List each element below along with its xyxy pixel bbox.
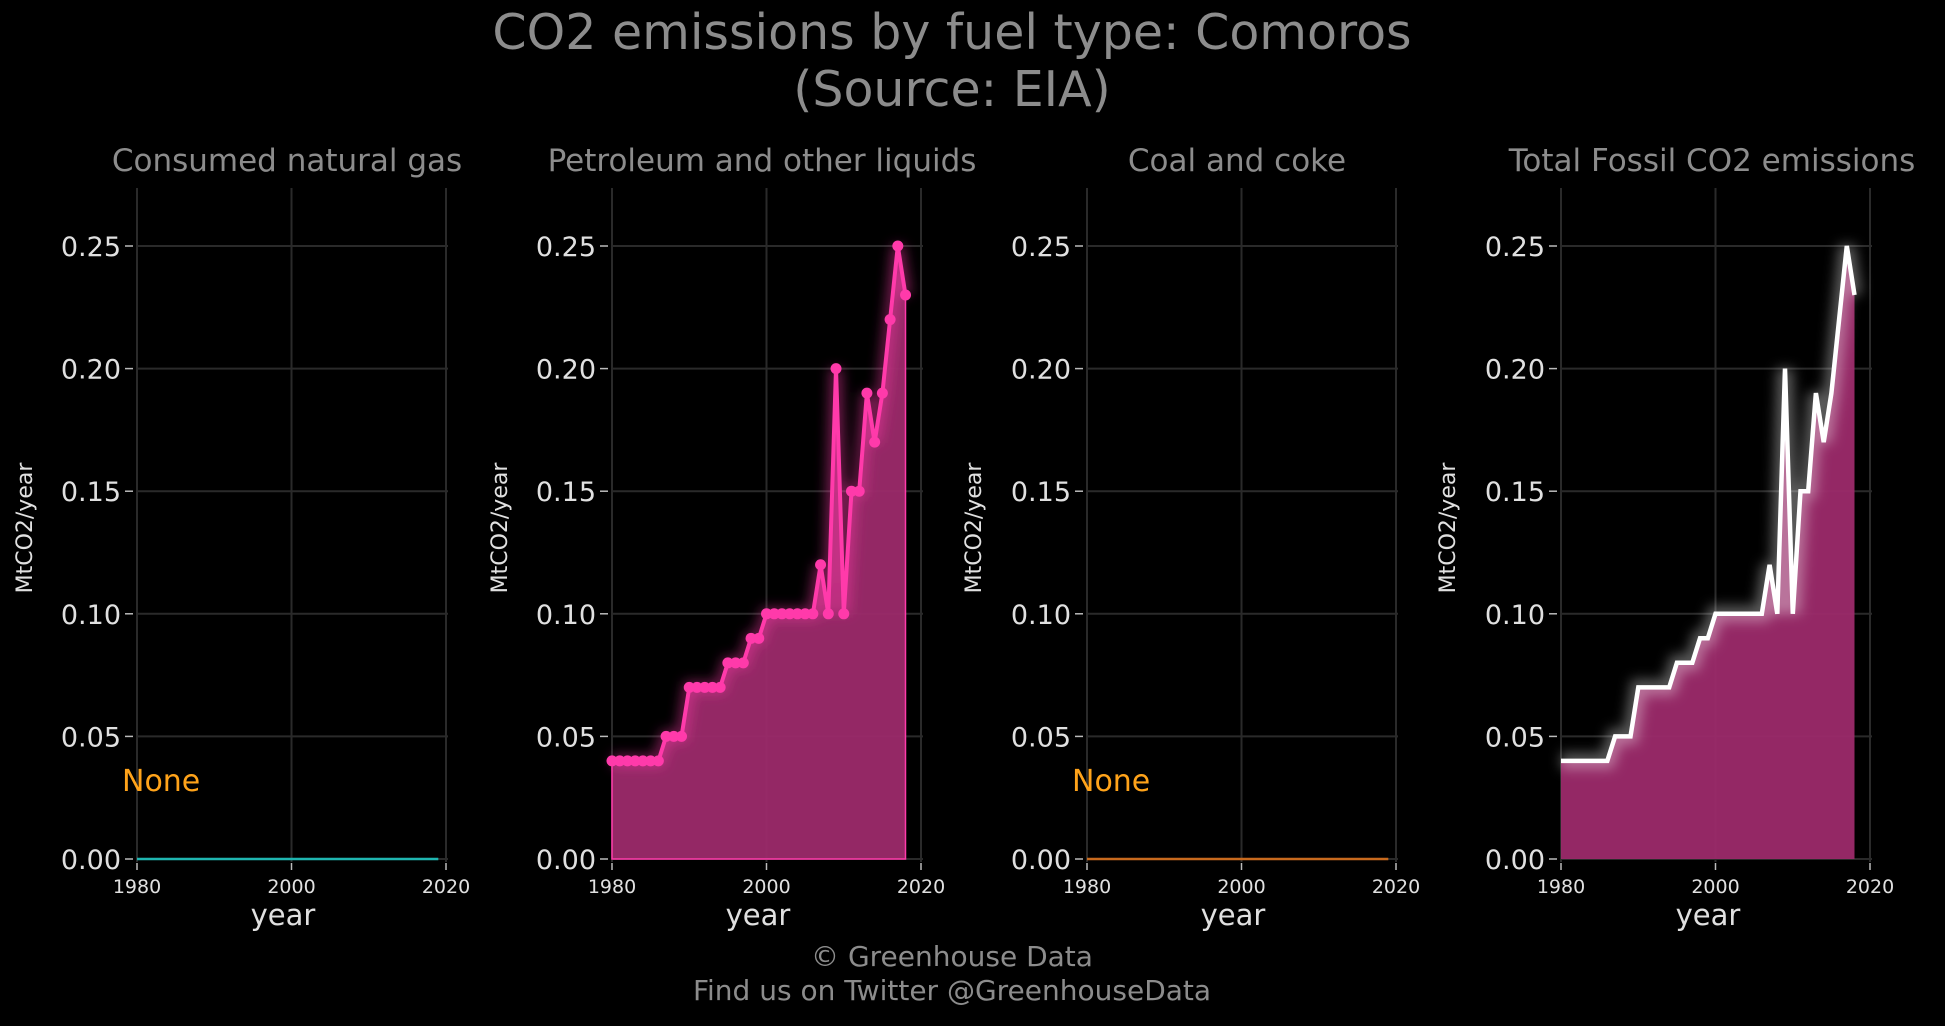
data-point [637, 755, 649, 767]
data-point [753, 632, 765, 644]
footer-copyright: © Greenhouse Data [811, 940, 1093, 973]
y-tick-label: 0.15 [1485, 477, 1545, 508]
panel-title: Petroleum and other liquids [548, 143, 977, 179]
data-point [683, 681, 695, 693]
y-tick-label: 0.20 [61, 355, 121, 386]
chart-subtitle: (Source: EIA) [793, 61, 1111, 118]
data-point [838, 608, 850, 620]
y-tick-label: 0.05 [1485, 722, 1545, 753]
y-tick-label: 0.15 [536, 477, 596, 508]
y-tick-label: 0.20 [1485, 355, 1545, 386]
data-point [660, 730, 672, 742]
footer-twitter: Find us on Twitter @GreenhouseData [692, 974, 1212, 1007]
data-point [845, 485, 857, 497]
x-axis-label: year [1676, 898, 1741, 932]
data-point [761, 608, 772, 620]
data-point [799, 608, 811, 620]
x-axis-label: year [1201, 898, 1266, 932]
x-tick-label: 2000 [267, 876, 315, 898]
data-point [869, 436, 881, 448]
data-point [645, 755, 657, 767]
y-tick-label: 0.10 [1011, 600, 1071, 631]
y-tick-label: 0.15 [1011, 477, 1071, 508]
y-axis-label: MtCO2/year [1436, 462, 1461, 594]
y-axis-label: MtCO2/year [488, 462, 513, 594]
x-tick-label: 2020 [897, 876, 945, 898]
none-annotation: None [1072, 764, 1150, 799]
data-point [737, 657, 749, 669]
series-area [1561, 246, 1855, 859]
data-point [714, 681, 726, 693]
data-point [614, 755, 626, 767]
data-point [629, 755, 641, 767]
y-tick-label: 0.00 [1485, 845, 1545, 876]
x-tick-label: 2020 [1846, 876, 1894, 898]
data-point [621, 755, 633, 767]
data-point [822, 608, 834, 620]
data-point [722, 657, 734, 669]
data-point [791, 608, 803, 620]
chart-title-block: CO2 emissions by fuel type: Comoros (Sou… [0, 4, 1904, 118]
data-point [853, 485, 865, 497]
data-point [815, 559, 827, 571]
panel-title: Coal and coke [1128, 143, 1346, 179]
y-tick-label: 0.25 [1485, 232, 1545, 263]
chart-title: CO2 emissions by fuel type: Comoros [492, 4, 1412, 61]
data-point [606, 755, 618, 767]
data-point [768, 608, 780, 620]
data-point [807, 608, 819, 620]
x-tick-label: 2000 [1691, 876, 1739, 898]
y-tick-label: 0.25 [536, 232, 596, 263]
data-point [861, 387, 873, 399]
data-point [699, 681, 711, 693]
x-tick-label: 2000 [742, 876, 790, 898]
data-point [676, 730, 688, 742]
x-tick-label: 1980 [588, 876, 636, 898]
x-axis-label: year [726, 898, 791, 932]
data-point [784, 608, 796, 620]
y-tick-label: 0.00 [536, 845, 596, 876]
y-tick-label: 0.25 [61, 232, 121, 263]
footer: © Greenhouse Data Find us on Twitter @Gr… [0, 940, 1904, 1008]
series-area [611, 245, 907, 860]
data-point [830, 363, 842, 375]
x-tick-label: 2000 [1217, 876, 1265, 898]
data-point [900, 289, 912, 301]
y-axis-label: MtCO2/year [13, 462, 38, 594]
y-tick-label: 0.00 [61, 845, 121, 876]
y-tick-label: 0.10 [1485, 600, 1545, 631]
x-axis-label: year [251, 898, 316, 932]
none-annotation: None [122, 764, 200, 799]
x-tick-label: 1980 [113, 876, 161, 898]
x-tick-label: 2020 [1372, 876, 1420, 898]
y-tick-label: 0.20 [1011, 355, 1071, 386]
series-line [1561, 245, 1857, 764]
x-tick-label: 2020 [422, 876, 470, 898]
y-tick-label: 0.05 [1011, 722, 1071, 753]
data-point [730, 657, 742, 669]
data-point [892, 240, 904, 252]
y-tick-label: 0.10 [61, 600, 121, 631]
x-tick-label: 1980 [1063, 876, 1111, 898]
data-point [691, 681, 703, 693]
data-point [876, 387, 888, 399]
data-point [668, 730, 680, 742]
y-tick-label: 0.25 [1011, 232, 1071, 263]
y-tick-label: 0.00 [1011, 845, 1071, 876]
data-point [652, 755, 664, 767]
y-tick-label: 0.15 [61, 477, 121, 508]
y-axis-label: MtCO2/year [962, 462, 987, 594]
y-tick-label: 0.20 [536, 355, 596, 386]
data-point [706, 681, 718, 693]
x-tick-label: 1980 [1537, 876, 1585, 898]
panel-title: Consumed natural gas [112, 143, 462, 179]
y-tick-label: 0.05 [536, 722, 596, 753]
panel-title: Total Fossil CO2 emissions [1508, 143, 1916, 179]
y-tick-label: 0.05 [61, 722, 121, 753]
data-point [745, 632, 757, 644]
y-tick-label: 0.10 [536, 600, 596, 631]
data-point [884, 314, 896, 326]
data-point [776, 608, 788, 620]
